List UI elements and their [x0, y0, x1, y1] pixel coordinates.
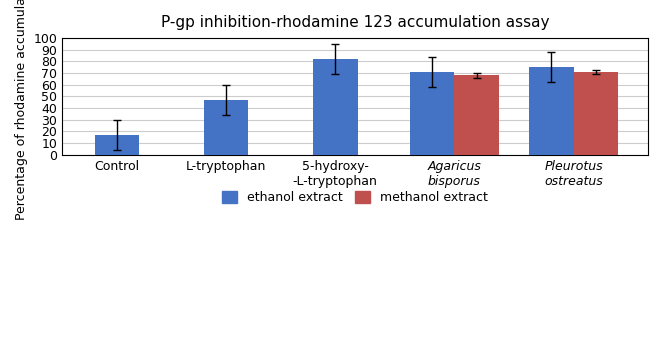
Bar: [529, 67, 573, 155]
Bar: [573, 72, 618, 155]
Bar: [204, 100, 249, 155]
Bar: [410, 72, 454, 155]
Bar: [313, 59, 357, 155]
Y-axis label: Percentage of rhodamine accumulation: Percentage of rhodamine accumulation: [15, 0, 28, 220]
Bar: [454, 75, 499, 155]
Legend: ethanol extract, methanol extract: ethanol extract, methanol extract: [217, 186, 493, 209]
Title: P-gp inhibition-rhodamine 123 accumulation assay: P-gp inhibition-rhodamine 123 accumulati…: [161, 15, 550, 30]
Bar: [95, 135, 139, 155]
